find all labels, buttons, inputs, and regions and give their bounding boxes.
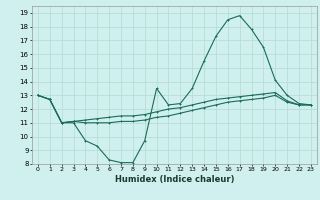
X-axis label: Humidex (Indice chaleur): Humidex (Indice chaleur) bbox=[115, 175, 234, 184]
